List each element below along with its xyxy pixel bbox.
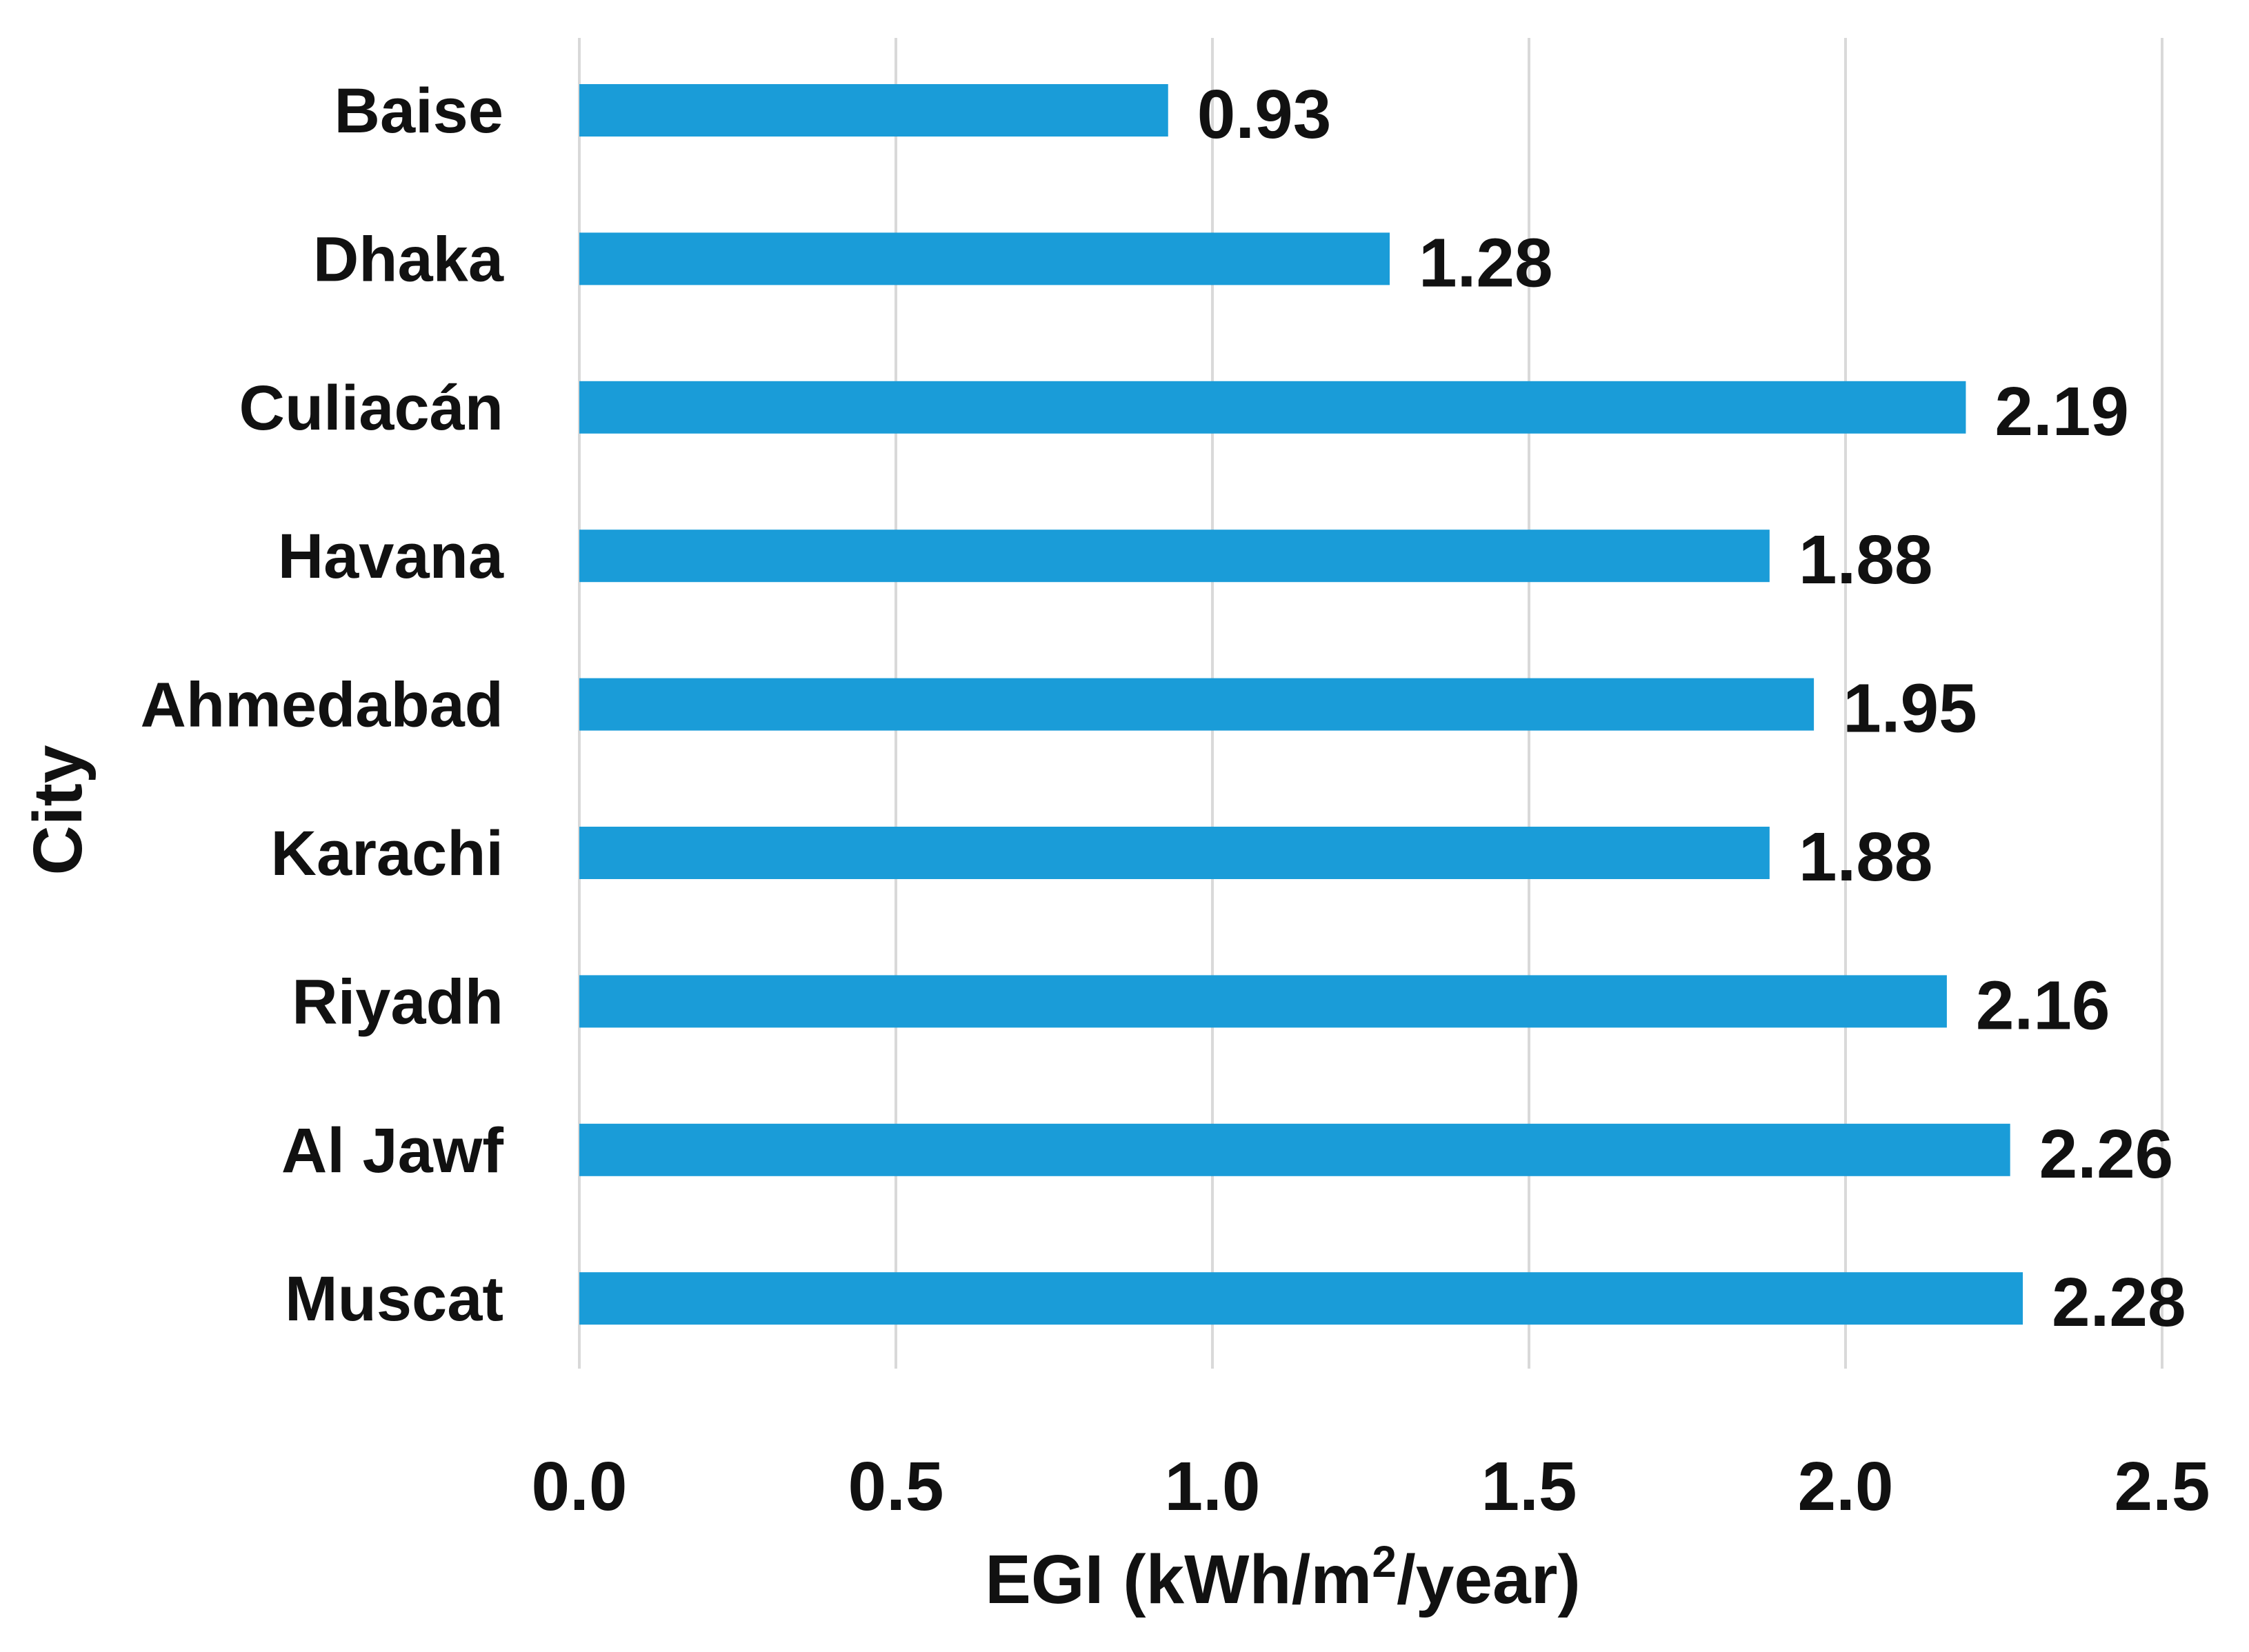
- bar-dhaka: [579, 232, 1390, 285]
- category-label: Dhaka: [313, 224, 504, 294]
- value-label: 1.88: [1799, 818, 1933, 896]
- y-axis-title: City: [19, 745, 97, 875]
- bar-karachi: [579, 827, 1770, 879]
- x-tick-label: 2.5: [2114, 1448, 2210, 1525]
- category-label: Karachi: [271, 818, 504, 889]
- x-tick-label: 1.5: [1481, 1448, 1577, 1525]
- x-tick-label: 0.0: [531, 1448, 627, 1525]
- category-label: Havana: [278, 521, 504, 592]
- category-label: Ahmedabad: [140, 670, 503, 741]
- bar-culiac-n: [579, 381, 1966, 434]
- category-label: Baise: [334, 76, 504, 146]
- category-label: Riyadh: [292, 967, 503, 1037]
- value-label: 1.28: [1419, 224, 1553, 301]
- x-tick-label: 0.5: [848, 1448, 943, 1525]
- value-labels: 0.93 1.28 2.19 1.88 1.95 1.88 2.16 2.26 2.28: [1197, 76, 2186, 1341]
- value-label: 1.88: [1799, 521, 1933, 598]
- category-labels: Baise Dhaka Culiacán Havana Ahmedabad Karachi…: [140, 76, 503, 1334]
- x-tick-label: 2.0: [1797, 1448, 1893, 1525]
- x-tick-label: 1.0: [1164, 1448, 1260, 1525]
- bar-baise: [579, 84, 1168, 137]
- value-label: 1.95: [1843, 670, 1977, 747]
- value-label: 2.19: [1995, 373, 2129, 450]
- value-label: 2.26: [2039, 1116, 2174, 1193]
- value-label: 2.28: [2052, 1264, 2186, 1341]
- x-tick-labels: 0.0 0.5 1.0 1.5 2.0 2.5: [531, 1448, 2210, 1525]
- x-axis-title: EGI (kWh/m2/year): [985, 1537, 1581, 1618]
- value-label: 2.16: [1976, 967, 2110, 1044]
- bar-muscat: [579, 1272, 2023, 1325]
- bar-ahmedabad: [579, 678, 1815, 731]
- value-label: 0.93: [1197, 76, 1332, 153]
- category-label: Muscat: [285, 1264, 503, 1334]
- bar-riyadh: [579, 975, 1947, 1028]
- category-label: Al Jawf: [281, 1116, 503, 1186]
- bar-al-jawf: [579, 1123, 2010, 1176]
- bars: [579, 84, 2023, 1325]
- bar-havana: [579, 530, 1770, 583]
- category-label: Culiacán: [239, 373, 503, 443]
- x-axis-title-superscript: 2: [1372, 1537, 1397, 1586]
